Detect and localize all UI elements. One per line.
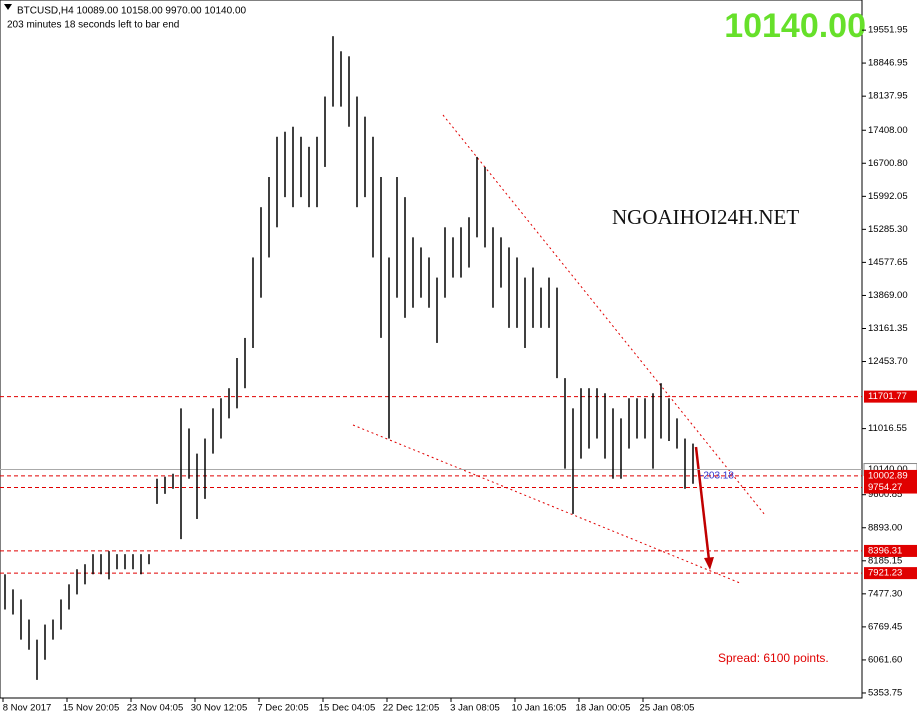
y-tick-label: 13161.35	[868, 323, 908, 334]
y-tick-label: 9600.85	[868, 489, 902, 500]
level-box	[864, 481, 917, 494]
y-tick-label: 12453.70	[868, 356, 908, 367]
y-tick-label: 6061.60	[868, 654, 902, 665]
level-label: 11701.77	[868, 391, 907, 402]
y-tick-label: 19551.95	[868, 25, 908, 36]
y-tick-label: 8185.15	[868, 555, 902, 566]
x-tick-label: 10 Jan 16:05	[512, 703, 567, 714]
y-tick-label: 13869.00	[868, 290, 908, 301]
y-tick-label: 6769.45	[868, 621, 902, 632]
distance-label: -203.18	[700, 471, 734, 482]
trend-line	[442, 114, 766, 516]
y-tick-label: 14577.65	[868, 257, 908, 268]
x-tick-label: 3 Jan 08:05	[450, 703, 500, 714]
y-tick-label: 17408.00	[868, 125, 908, 136]
symbol-icon	[4, 4, 12, 10]
level-box	[864, 469, 917, 482]
x-tick-label: 23 Nov 04:05	[127, 703, 184, 714]
plot-frame	[0, 0, 863, 699]
y-tick-label: 8893.00	[868, 522, 902, 533]
countdown: 203 minutes 18 seconds left to bar end	[7, 20, 179, 31]
current-price-label: 10140.00	[868, 464, 908, 475]
arrow-head	[704, 557, 714, 570]
watermark: NGOAIHOI24H.NET	[612, 205, 799, 229]
x-tick-label: 15 Nov 20:05	[63, 703, 120, 714]
x-tick-label: 25 Jan 08:05	[640, 703, 695, 714]
spread: Spread: 6100 points.	[718, 651, 829, 665]
y-tick-label: 11016.55	[868, 423, 907, 434]
big-price: 10140.00	[724, 7, 866, 45]
y-tick-label: 18846.95	[868, 58, 908, 69]
y-tick-label: 18137.95	[868, 91, 908, 102]
level-box	[864, 544, 917, 557]
y-tick-label: 5353.75	[868, 687, 902, 698]
x-tick-label: 7 Dec 20:05	[257, 703, 308, 714]
header: BTCUSD,H4 10089.00 10158.00 9970.00 1014…	[17, 6, 247, 17]
x-tick-label: 30 Nov 12:05	[191, 703, 248, 714]
y-tick-label: 16700.80	[868, 158, 908, 169]
level-label: 9754.27	[868, 482, 902, 493]
level-label: 10002.89	[868, 470, 908, 481]
arrow	[694, 446, 711, 561]
level-label: 8396.31	[868, 545, 902, 556]
level-box	[864, 567, 917, 580]
y-tick-label: 15992.05	[868, 191, 908, 202]
x-tick-label: 18 Jan 00:05	[576, 703, 631, 714]
x-tick-label: 15 Dec 04:05	[319, 703, 376, 714]
y-tick-label: 15285.30	[868, 224, 908, 235]
x-tick-label: 8 Nov 2017	[3, 703, 52, 714]
level-label: 7921.23	[868, 568, 902, 579]
y-tick-label: 7477.30	[868, 588, 902, 599]
level-box	[864, 390, 917, 403]
x-tick-label: 22 Dec 12:05	[383, 703, 440, 714]
